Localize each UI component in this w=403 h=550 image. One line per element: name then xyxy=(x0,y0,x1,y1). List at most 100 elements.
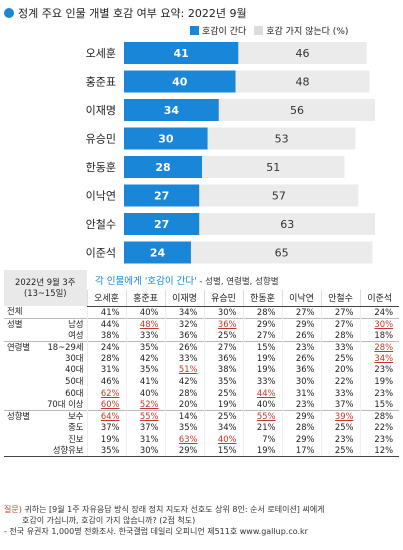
highlighted-value: 40% xyxy=(217,433,237,444)
value-label-dislike: 53 xyxy=(275,133,289,146)
table-cell: 60% xyxy=(86,398,127,411)
table-cell: 33% xyxy=(320,387,361,399)
value-label-like: 34 xyxy=(164,104,180,117)
table-cell: 20% xyxy=(320,364,361,376)
bar-dislike xyxy=(190,241,373,264)
table-cell: 36% xyxy=(164,329,205,342)
row-subcategory: 30대 xyxy=(65,352,84,363)
table-cell: 35% xyxy=(164,421,205,434)
highlighted-value: 55% xyxy=(256,410,276,421)
table-cell: 23% xyxy=(359,433,400,446)
crosstab-table-area: 2022년 9월 3주 (13~15일) 각 인물에게 '호감이 간다' - 성별… xyxy=(4,270,400,458)
table-cell: 28% xyxy=(359,340,400,353)
row-category xyxy=(4,422,32,434)
table-cell: 26% xyxy=(281,352,322,365)
table-cell: 38% xyxy=(86,329,127,342)
table-cell: 25% xyxy=(320,421,361,434)
table-cell: 37% xyxy=(125,421,166,434)
value-label-dislike: 63 xyxy=(280,218,294,231)
table-cell: 42% xyxy=(164,375,205,388)
table-cell: 62% xyxy=(86,387,127,399)
table-row: 성향별 보수 64% 55% 14% 25% 55% 29% 39% 28% xyxy=(4,409,400,422)
crosstab-table: 2022년 9월 3주 (13~15일) 각 인물에게 '호감이 간다' - 성별… xyxy=(4,270,400,458)
highlighted-value: 63% xyxy=(178,433,198,444)
table-cell: 29% xyxy=(281,317,322,330)
row-subcategory: 70대 이상 xyxy=(47,398,84,409)
bar-dislike xyxy=(199,184,359,207)
category-label: 이준석 xyxy=(86,247,116,260)
highlighted-value: 52% xyxy=(139,398,159,409)
table-row: 70대 이상 60% 52% 20% 19% 40% 23% 37% 15% xyxy=(4,398,400,411)
table-cell: 23% xyxy=(281,340,322,353)
table-cell: 63% xyxy=(164,433,205,446)
table-cell: 40% xyxy=(125,387,166,399)
highlighted-value: 39% xyxy=(334,410,354,421)
table-cell: 30% xyxy=(359,317,400,330)
table-corner-label: 2022년 9월 3주 (13~15일) xyxy=(4,270,88,306)
category-label: 유승민 xyxy=(86,133,116,146)
category-label: 오세훈 xyxy=(86,47,116,60)
table-cell: 26% xyxy=(281,329,322,342)
value-label-like: 28 xyxy=(155,161,170,174)
table-cell: 40% xyxy=(203,433,244,446)
table-row: 전체 41% 40% 34% 30% 28% 27% 27% 24% xyxy=(4,306,400,318)
table-body: 전체 41% 40% 34% 30% 28% 27% 27% 24% 성별 남성 44% 48% 32% 3… xyxy=(4,306,400,458)
table-cell: 27% xyxy=(203,340,244,353)
highlighted-value: 30% xyxy=(374,318,394,329)
table-cell: 55% xyxy=(242,409,283,422)
table-cell: 39% xyxy=(320,409,361,422)
row-category xyxy=(4,445,32,458)
question-line: 질문) 귀하는 [9월 1주 자유응답 방식 장래 정치 지도자 선호도 상위 … xyxy=(4,504,399,515)
value-label-like: 40 xyxy=(172,76,188,89)
value-label-dislike: 57 xyxy=(272,190,286,203)
table-title: 각 인물에게 '호감이 간다' - 성별, 연령별, 성향별 xyxy=(87,270,399,290)
bar-dislike xyxy=(199,213,376,235)
footer-notes: 질문) 귀하는 [9월 1주 자유응답 방식 장래 정치 지도자 선호도 상위 … xyxy=(4,504,399,537)
question-label: 질문) xyxy=(4,505,22,514)
table-cell: 24% xyxy=(359,306,400,318)
table-cell: 34% xyxy=(203,421,244,434)
table-cell: 28% xyxy=(359,409,400,422)
legend: 호감이 간다 호감 가지 않는다 (%) xyxy=(190,24,348,37)
row-category xyxy=(4,433,32,445)
chart-title: 정계 주요 인물 개별 호감 여부 요약: 2022년 9월 xyxy=(4,4,247,22)
table-cell: 41% xyxy=(86,306,127,318)
table-cell: 25% xyxy=(203,329,244,342)
table-cell: 30% xyxy=(125,445,166,458)
table-cell: 27% xyxy=(242,329,283,342)
row-category: 전체 xyxy=(7,306,23,317)
value-label-like: 30 xyxy=(158,133,174,146)
table-row: 60대 62% 40% 28% 25% 44% 31% 33% 23% xyxy=(4,387,400,399)
column-header: 이낙연 xyxy=(281,290,322,307)
row-subcategory: 18~29세 xyxy=(32,340,88,353)
value-label-dislike: 46 xyxy=(296,47,310,60)
bar-dislike xyxy=(218,99,376,121)
legend-dislike-swatch xyxy=(254,26,264,35)
row-category xyxy=(4,364,32,376)
table-cell: 19% xyxy=(242,445,283,458)
table-cell: 23% xyxy=(359,364,400,376)
table-cell: 29% xyxy=(281,433,322,446)
category-label: 이낙연 xyxy=(86,190,116,203)
table-cell: 36% xyxy=(281,364,322,376)
table-row: 진보 19% 31% 63% 40% 7% 29% 23% 23% xyxy=(4,433,400,446)
row-subcategory: 성향유보 xyxy=(32,445,88,458)
row-category xyxy=(4,330,32,342)
table-cell: 20% xyxy=(164,398,205,411)
question-text-cont: 호감이 가십니까, 호감이 가지 않습니까? (2점 척도) xyxy=(22,516,196,525)
table-cell: 17% xyxy=(281,445,322,458)
value-label-dislike: 51 xyxy=(266,161,280,174)
bar-like xyxy=(124,70,236,93)
table-cell: 26% xyxy=(164,340,205,353)
table-cell: 51% xyxy=(164,364,205,376)
bullet-dot-icon xyxy=(4,8,14,18)
table-cell: 38% xyxy=(203,364,244,376)
table-cell: 42% xyxy=(125,352,166,365)
table-cell: 25% xyxy=(203,387,244,399)
source-line: - 전국 유권자 1,000명 전화조사. 한국갤럽 데일리 오피니언 제511… xyxy=(4,527,308,536)
row-subcategory: 남성 xyxy=(32,317,88,330)
value-label-like: 41 xyxy=(174,47,189,60)
category-label: 홍준표 xyxy=(86,75,116,89)
table-cell: 55% xyxy=(125,409,166,422)
column-header: 한동훈 xyxy=(242,290,283,307)
